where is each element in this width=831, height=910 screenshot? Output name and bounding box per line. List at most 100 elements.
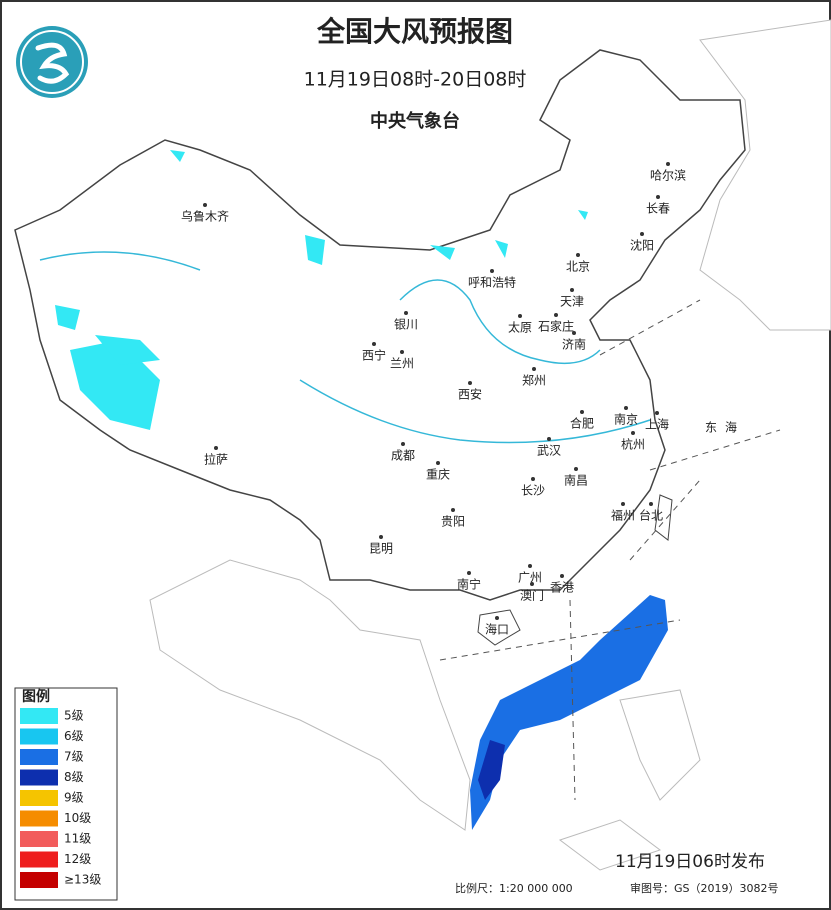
title: 全国大风预报图 xyxy=(316,15,513,48)
city-label: 武汉 xyxy=(537,444,561,458)
city-dot xyxy=(655,411,659,415)
legend-label: 8级 xyxy=(64,770,84,784)
legend-swatch xyxy=(20,749,58,765)
city-dot xyxy=(560,574,564,578)
city-label: 拉萨 xyxy=(204,452,228,467)
city-label: 兰州 xyxy=(390,357,414,371)
city-dot xyxy=(649,502,653,506)
city-dot xyxy=(570,288,574,292)
city-label: 南宁 xyxy=(457,577,481,592)
city-dot xyxy=(532,367,536,371)
hainan xyxy=(477,609,521,646)
city-label: 天津 xyxy=(560,295,584,309)
legend-swatch xyxy=(20,872,58,888)
wind-area-7 xyxy=(470,595,668,830)
logo xyxy=(16,26,88,98)
city-dot xyxy=(451,508,455,512)
city-label: 银川 xyxy=(394,318,418,332)
legend-label: 11级 xyxy=(64,832,91,846)
legend-label: ≥13级 xyxy=(64,873,101,887)
city-dot xyxy=(467,571,471,575)
city-dot xyxy=(528,564,532,568)
city-dot xyxy=(468,381,472,385)
city-label: 昆明 xyxy=(369,542,393,556)
city-label: 成都 xyxy=(391,449,415,463)
city-dot xyxy=(656,195,660,199)
city-label: 海口 xyxy=(485,622,509,637)
city-dot xyxy=(203,203,207,207)
city-label: 长沙 xyxy=(521,484,545,498)
legend-label: 7级 xyxy=(64,750,84,764)
subtitle: 11月19日08时-20日08时 xyxy=(304,69,527,91)
city-dot xyxy=(624,406,628,410)
city-label: 香港 xyxy=(550,581,574,595)
city-label: 西安 xyxy=(458,387,482,402)
city-dot xyxy=(531,477,535,481)
city-label: 西宁 xyxy=(362,348,386,363)
legend-swatch xyxy=(20,831,58,847)
city-label: 重庆 xyxy=(426,468,450,482)
city-label: 澳门 xyxy=(520,588,544,603)
city-dot xyxy=(379,535,383,539)
city-label: 太原 xyxy=(508,320,532,335)
city-label: 长春 xyxy=(646,202,670,216)
city-dot xyxy=(530,582,534,586)
legend-swatch xyxy=(20,851,58,868)
city-dot xyxy=(214,446,218,450)
city-dot xyxy=(621,502,625,506)
city-dot xyxy=(572,331,576,335)
neighbor-land xyxy=(149,559,471,831)
city-dot xyxy=(580,410,584,414)
legend-title: 图例 xyxy=(22,688,50,705)
city-label: 南昌 xyxy=(564,473,588,488)
city-label: 杭州 xyxy=(621,437,645,452)
city-label: 济南 xyxy=(562,337,586,352)
review-number: 审图号：GS（2019）3082号 xyxy=(630,881,779,895)
city-label: 南京 xyxy=(614,412,638,427)
city-dot xyxy=(640,232,644,236)
legend-swatch xyxy=(20,708,58,724)
legend-swatch xyxy=(20,728,58,745)
city-dot xyxy=(574,467,578,471)
city-dot xyxy=(666,162,670,166)
scale: 比例尺：1:20 000 000 xyxy=(455,881,573,895)
legend-swatch xyxy=(20,769,58,786)
legend-label: 10级 xyxy=(64,811,91,825)
city-dot xyxy=(554,313,558,317)
legend-swatch xyxy=(20,810,58,827)
sea-label: 东海 xyxy=(705,420,745,435)
city-label: 上海 xyxy=(645,417,669,432)
legend-label: 12级 xyxy=(64,852,91,866)
city-label: 乌鲁木齐 xyxy=(181,209,229,224)
sea-boundaries xyxy=(439,299,781,801)
city-dot xyxy=(372,342,376,346)
city-dot xyxy=(547,437,551,441)
taiwan xyxy=(654,494,673,541)
city-dot xyxy=(490,269,494,273)
city-dot xyxy=(401,442,405,446)
city-label: 台北 xyxy=(639,508,663,523)
legend-swatch xyxy=(20,790,58,806)
legend-label: 5级 xyxy=(64,709,84,723)
city-dot xyxy=(576,253,580,257)
city-label: 贵阳 xyxy=(441,515,465,529)
city-label: 哈尔滨 xyxy=(650,168,686,183)
china-outline xyxy=(14,49,746,601)
city-dot xyxy=(518,314,522,318)
city-dot xyxy=(495,616,499,620)
city-dot xyxy=(400,350,404,354)
city-label: 合肥 xyxy=(570,416,594,431)
city-label: 福州 xyxy=(611,508,635,523)
city-label: 沈阳 xyxy=(630,238,654,253)
neighbor-land xyxy=(699,19,831,331)
published-time: 11月19日06时发布 xyxy=(615,852,765,872)
legend-label: 6级 xyxy=(64,729,84,743)
city-dot xyxy=(436,461,440,465)
city-dot xyxy=(631,431,635,435)
city-label: 石家庄 xyxy=(538,319,574,334)
city-label: 广州 xyxy=(518,571,542,585)
city-dot xyxy=(404,311,408,315)
city-label: 北京 xyxy=(566,260,590,274)
wind-area-8 xyxy=(478,740,505,800)
